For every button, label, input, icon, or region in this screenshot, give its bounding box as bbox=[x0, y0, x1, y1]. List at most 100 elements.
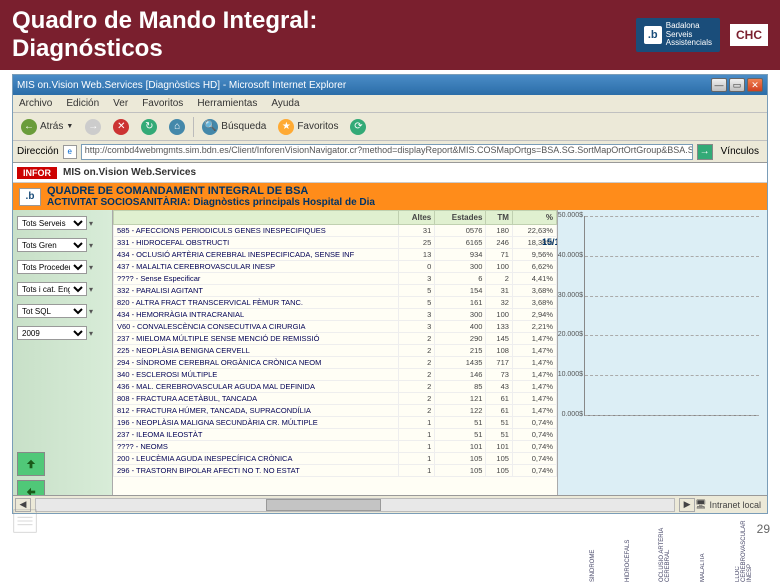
menu-ver[interactable]: Ver bbox=[113, 98, 128, 109]
table-row: V60 - CONVALESCÈNCIA CONSECUTIVA A CIRUR… bbox=[114, 321, 557, 333]
minimize-button[interactable]: — bbox=[711, 78, 727, 92]
toolbar: ←Atrás▼ → ✕ ↻ ⌂ 🔍Búsqueda ★Favoritos ⟳ bbox=[13, 113, 767, 141]
table-row: 294 - SÍNDROME CEREBRAL ORGÀNICA CRÒNICA… bbox=[114, 357, 557, 369]
table-row: 808 - FRACTURA ACETÀBUL, TANCADA2121611,… bbox=[114, 393, 557, 405]
window-titlebar: MIS on.Vision Web.Services [Diagnòstics … bbox=[13, 75, 767, 95]
diagnosis-table-wrap: AltesEstadesTM% 585 - AFECCIONS PERIODIC… bbox=[113, 210, 557, 510]
x-axis-label: OCLUSIÓ ARTÈRIA CEREBRAL bbox=[659, 512, 671, 582]
report-header: .b QUADRE DE COMANDAMENT INTEGRAL DE BSA… bbox=[13, 183, 767, 210]
favorites-button[interactable]: ★Favoritos bbox=[274, 117, 342, 137]
address-label: Dirección bbox=[17, 146, 59, 157]
table-row: 812 - FRACTURA HÚMER, TANCADA, SUPRACOND… bbox=[114, 405, 557, 417]
table-row: 585 - AFECCIONS PERIODICULS GENES INESPE… bbox=[114, 225, 557, 237]
table-row: 436 - MAL. CEREBROVASCULAR AGUDA MAL DEF… bbox=[114, 381, 557, 393]
table-row: 200 - LEUCÈMIA AGUDA INESPECÍFICA CRÒNIC… bbox=[114, 453, 557, 465]
table-header: TM bbox=[486, 211, 513, 225]
forward-arrow-icon: → bbox=[85, 119, 101, 135]
links-label[interactable]: Vínculos bbox=[717, 146, 763, 157]
report-logo-icon: .b bbox=[19, 188, 41, 206]
address-input[interactable]: http://combd4webmgmts.sim.bdn.es/Client/… bbox=[81, 144, 693, 160]
back-arrow-icon: ← bbox=[21, 119, 37, 135]
table-row: 331 - HIDROCEFAL OBSTRUCTI25616524618,38… bbox=[114, 237, 557, 249]
menu-favoritos[interactable]: Favoritos bbox=[142, 98, 183, 109]
scrollbar-thumb[interactable] bbox=[266, 499, 381, 511]
refresh-icon: ↻ bbox=[141, 119, 157, 135]
history-button[interactable]: ⟳ bbox=[346, 117, 370, 137]
intranet-icon: 🖥 bbox=[695, 499, 706, 510]
table-header bbox=[114, 211, 399, 225]
menu-herramientas[interactable]: Herramientas bbox=[197, 98, 257, 109]
forward-button[interactable]: → bbox=[81, 117, 105, 137]
y-axis-label: 10.000$ bbox=[558, 371, 583, 378]
table-row: 434 - OCLUSIÓ ARTÈRIA CEREBRAL INESPECIF… bbox=[114, 249, 557, 261]
status-bar: ◀ ▶ 🖥Intranet local bbox=[13, 495, 767, 513]
service-name: MIS on.Vision Web.Services bbox=[63, 167, 196, 178]
refresh-button[interactable]: ↻ bbox=[137, 117, 161, 137]
table-row: ???? - Sense Especificar3624,41% bbox=[114, 273, 557, 285]
table-row: 340 - ESCLEROSI MÚLTIPLE2146731,47% bbox=[114, 369, 557, 381]
menu-bar: Archivo Edición Ver Favoritos Herramient… bbox=[13, 95, 767, 113]
filter-categories[interactable]: Tots i cat. Enges bbox=[17, 282, 87, 296]
logo-b-icon: .b bbox=[644, 26, 662, 44]
menu-ayuda[interactable]: Ayuda bbox=[271, 98, 299, 109]
diagnosis-table: AltesEstadesTM% 585 - AFECCIONS PERIODIC… bbox=[113, 210, 557, 477]
table-row: 225 - NEOPLÀSIA BENIGNA CERVELL22151081,… bbox=[114, 345, 557, 357]
infor-bar: INFOR MIS on.Vision Web.Services bbox=[13, 163, 767, 183]
address-bar: Dirección e http://combd4webmgmts.sim.bd… bbox=[13, 141, 767, 163]
report-content: Tots Serveis▾ Tots Gren▾ Tots Procedenci… bbox=[13, 210, 767, 510]
table-row: 332 - PARALISI AGITANT5154313,68% bbox=[114, 285, 557, 297]
close-button[interactable]: ✕ bbox=[747, 78, 763, 92]
back-button[interactable]: ←Atrás▼ bbox=[17, 117, 77, 137]
menu-edicion[interactable]: Edición bbox=[66, 98, 99, 109]
table-row: 237 - MIELOMA MÚLTIPLE SENSE MENCIÓ DE R… bbox=[114, 333, 557, 345]
nav-up-button[interactable] bbox=[17, 452, 45, 476]
infor-logo: INFOR bbox=[17, 167, 57, 179]
x-axis-label: LLOC CEREBROVASCULAR INESP bbox=[735, 512, 753, 582]
table-row: 237 - ILEOMA ILEOSTÀT151510,74% bbox=[114, 429, 557, 441]
filter-procedencies[interactable]: Tots Procedencies bbox=[17, 260, 87, 274]
stop-icon: ✕ bbox=[113, 119, 129, 135]
y-axis-label: 20.000$ bbox=[558, 331, 583, 338]
search-button[interactable]: 🔍Búsqueda bbox=[198, 117, 270, 137]
chart-panel: 50.000$40.000$30.000$20.000$10.000$0.000… bbox=[557, 210, 767, 510]
filter-year[interactable]: 2009 bbox=[17, 326, 87, 340]
table-header: Altes bbox=[399, 211, 435, 225]
star-icon: ★ bbox=[278, 119, 294, 135]
chart-area: 50.000$40.000$30.000$20.000$10.000$0.000… bbox=[584, 216, 759, 416]
home-icon: ⌂ bbox=[169, 119, 185, 135]
home-button[interactable]: ⌂ bbox=[165, 117, 189, 137]
stop-button[interactable]: ✕ bbox=[109, 117, 133, 137]
page-icon: e bbox=[63, 145, 77, 159]
y-axis-label: 30.000$ bbox=[558, 292, 583, 299]
filter-gren[interactable]: Tots Gren bbox=[17, 238, 87, 252]
table-row: 196 - NEOPLÀSIA MALIGNA SECUNDÀRIA CR. M… bbox=[114, 417, 557, 429]
table-row: 434 - HEMORRÀGIA INTRACRANIAL33001002,94… bbox=[114, 309, 557, 321]
chc-logo: CHC bbox=[730, 24, 768, 46]
report-subtitle: ACTIVITAT SOCIOSANITÀRIA: Diagnòstics pr… bbox=[47, 197, 375, 208]
y-axis-label: 40.000$ bbox=[558, 252, 583, 259]
table-header: Estades bbox=[435, 211, 486, 225]
scroll-right-button[interactable]: ▶ bbox=[679, 498, 695, 512]
search-icon: 🔍 bbox=[202, 119, 218, 135]
report-title: QUADRE DE COMANDAMENT INTEGRAL DE BSA bbox=[47, 185, 375, 197]
zone-indicator: 🖥Intranet local bbox=[695, 499, 767, 510]
filter-sql[interactable]: Tot SQL bbox=[17, 304, 87, 318]
filter-panel: Tots Serveis▾ Tots Gren▾ Tots Procedenci… bbox=[13, 210, 113, 510]
horizontal-scrollbar[interactable] bbox=[35, 498, 675, 512]
window-title: MIS on.Vision Web.Services [Diagnòstics … bbox=[17, 80, 346, 91]
slide-title-line1: Quadro de Mando Integral: bbox=[12, 7, 317, 35]
table-row: ???? - NEOMS11011010,74% bbox=[114, 441, 557, 453]
go-button[interactable]: → bbox=[697, 144, 713, 160]
menu-archivo[interactable]: Archivo bbox=[19, 98, 52, 109]
history-icon: ⟳ bbox=[350, 119, 366, 135]
header-logos: .b Badalona Serveis Assistencials CHC bbox=[636, 18, 768, 51]
x-axis-label: HIDROCÈFALS bbox=[625, 512, 631, 582]
table-header: % bbox=[512, 211, 556, 225]
table-row: 296 - TRASTORN BIPOLAR AFECTI NO T. NO E… bbox=[114, 465, 557, 477]
footer-generalitat-logo bbox=[8, 506, 42, 536]
badalona-logo: .b Badalona Serveis Assistencials bbox=[636, 18, 720, 51]
maximize-button[interactable]: ▭ bbox=[729, 78, 745, 92]
filter-serveis[interactable]: Tots Serveis bbox=[17, 216, 87, 230]
slide-title: Quadro de Mando Integral: Diagnósticos bbox=[12, 7, 317, 62]
slide-header: Quadro de Mando Integral: Diagnósticos .… bbox=[0, 0, 780, 70]
